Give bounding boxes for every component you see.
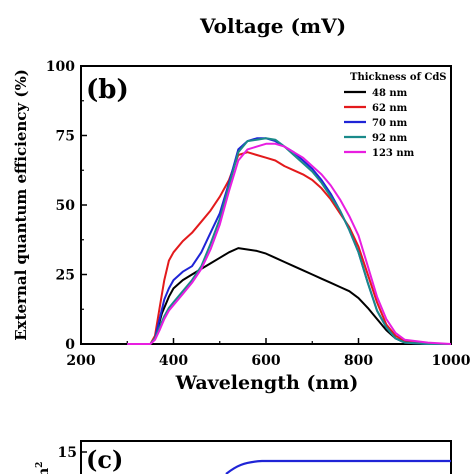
x-tick-label: 200 [66,353,95,369]
legend-label: 62 nm [372,103,408,114]
legend-label: 123 nm [372,148,415,159]
legend-title: Thickness of CdS [350,72,447,83]
y-tick-label: 100 [46,59,75,75]
x-axis-label: Wavelength (nm) [175,372,359,394]
legend-label: 92 nm [372,133,408,144]
x-axis-ticks: 200 400 600 800 1000 [66,338,471,369]
x-tick-label: 600 [251,353,280,369]
bottom-ylabel-fragment: n2 [35,462,52,474]
y-tick-label: 0 [65,337,75,353]
series-line-92-nm [127,137,451,345]
top-panel-xlabel: Voltage (mV) [199,14,346,38]
series-line-123-nm [127,142,452,345]
eqe-chart: (b) External quantum efficiency (%) Wave… [12,59,471,394]
bottom-panel: 15 (c) n2 [35,440,452,474]
legend-label: 70 nm [372,118,408,129]
legend-label: 48 nm [372,88,408,99]
series-line-48-nm [127,247,451,345]
legend: Thickness of CdS 48 nm 62 nm 70 nm 92 nm 123… [344,72,447,159]
x-tick-label: 400 [159,353,188,369]
y-axis-ticks: 0 25 50 75 100 [46,59,87,353]
y-tick-label: 25 [56,268,75,284]
x-tick-label: 800 [344,353,373,369]
series-lines [127,137,452,345]
y-tick-label: 75 [56,129,75,145]
bottom-plot-frame [80,440,452,474]
y-axis-label: External quantum efficiency (%) [12,69,30,341]
x-tick-label: 1000 [432,353,471,369]
bottom-ytick-15: 15 [58,445,77,461]
series-line-62-nm [127,151,451,345]
panel-label-b: (b) [86,75,129,105]
y-tick-label: 50 [56,198,76,214]
bottom-panel-label-c: (c) [86,445,123,474]
bottom-series-blue [225,459,451,474]
